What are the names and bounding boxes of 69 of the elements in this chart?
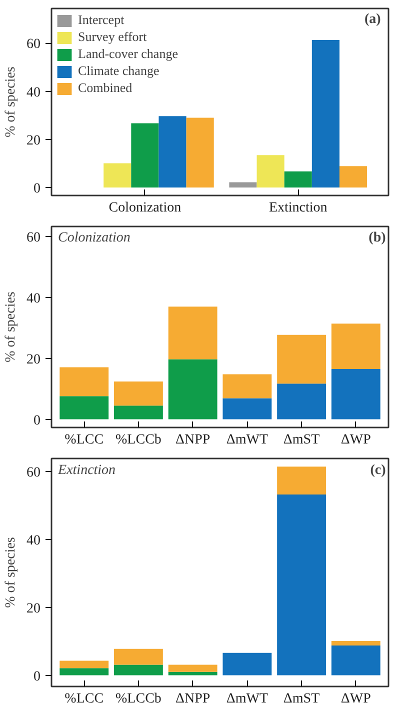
y-tick-label: 20	[26, 352, 40, 368]
annotation: Colonization	[58, 230, 130, 246]
y-tick-label: 0	[34, 413, 40, 428]
y-tick-label: 20	[26, 133, 40, 148]
bar	[104, 163, 132, 188]
bar	[60, 396, 109, 420]
x-tick-label: ΔNPP	[175, 692, 210, 706]
x-tick-label: %LCC	[64, 692, 104, 706]
annotation: (a)	[364, 12, 382, 28]
bar	[131, 123, 159, 188]
legend-label: Climate change	[78, 63, 160, 79]
x-tick-label: ΔmWT	[226, 432, 268, 448]
bar	[60, 367, 109, 396]
bar	[277, 334, 326, 384]
annotation: (c)	[370, 463, 386, 478]
legend-label: Survey effort	[78, 29, 147, 45]
y-tick-label: 20	[26, 601, 40, 616]
x-tick-label: ΔNPP	[175, 432, 210, 448]
bar	[168, 664, 218, 672]
bar	[168, 306, 218, 360]
bar	[277, 384, 326, 420]
y-tick-label: 40	[26, 85, 40, 100]
x-tick-label: ΔmWT	[226, 692, 268, 706]
bar	[222, 374, 272, 398]
bar	[312, 40, 340, 188]
bar	[114, 382, 163, 406]
annotation: Extinction	[57, 463, 116, 478]
x-tick-label: %LCCb	[116, 432, 162, 448]
bar	[222, 398, 272, 420]
bar	[331, 324, 380, 370]
bar	[256, 155, 284, 188]
bar	[168, 359, 218, 420]
bar	[186, 118, 214, 188]
y-axis-title: % of species	[4, 537, 18, 608]
y-tick-label: 40	[26, 534, 40, 549]
bar	[60, 668, 109, 676]
x-tick-label: %LCCb	[116, 692, 162, 706]
bar	[158, 116, 186, 188]
bar	[229, 182, 257, 188]
bar	[339, 166, 368, 188]
bar	[114, 664, 163, 676]
annotation: (b)	[368, 230, 386, 246]
legend-label: Combined	[78, 80, 132, 96]
x-tick-label: %LCC	[64, 432, 104, 448]
x-tick-label: ΔWP	[340, 692, 372, 706]
y-tick-label: 0	[34, 182, 40, 197]
legend-label: Land-cover change	[78, 46, 178, 62]
y-tick-label: 40	[26, 291, 40, 306]
y-tick-label: 60	[26, 37, 40, 52]
bar	[277, 466, 326, 494]
bar	[331, 641, 380, 646]
legend-label: Intercept	[78, 12, 124, 28]
bar	[284, 171, 312, 188]
bar	[331, 645, 380, 676]
x-tick-label: ΔmST	[283, 432, 320, 448]
y-axis-title: % of species	[4, 292, 18, 362]
y-axis-title: % of species	[4, 66, 18, 138]
y-tick-label: 60	[26, 230, 40, 246]
bar	[168, 672, 218, 676]
bar	[331, 369, 380, 420]
y-tick-label: 60	[26, 466, 40, 481]
bar	[114, 648, 163, 665]
bar	[60, 660, 109, 668]
y-tick-label: 0	[34, 669, 40, 684]
bar	[277, 494, 326, 676]
bar	[222, 652, 272, 676]
x-tick-label: ΔWP	[340, 432, 372, 448]
bar	[114, 406, 163, 420]
x-tick-label: ΔmST	[283, 692, 320, 706]
